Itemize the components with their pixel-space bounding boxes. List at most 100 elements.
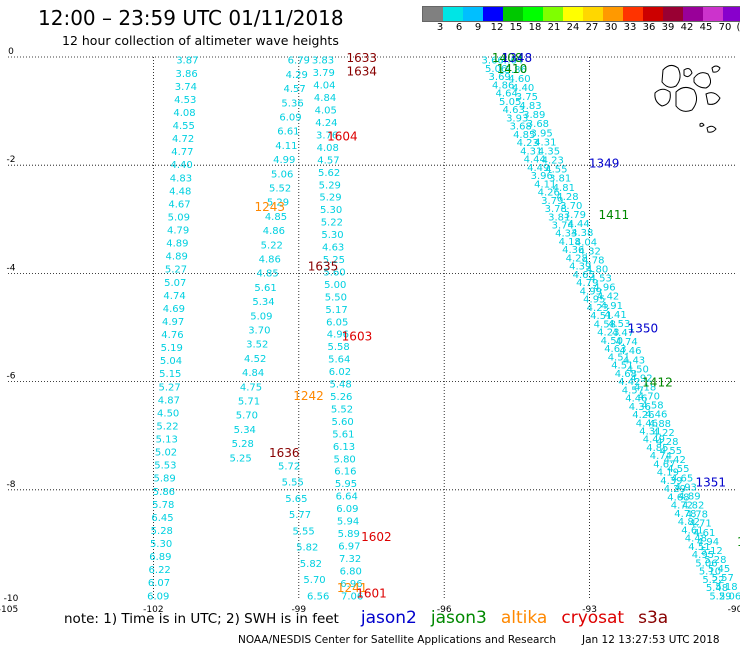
wave-height-value: 5.02	[155, 448, 177, 459]
color-swatch	[623, 7, 643, 21]
wave-height-value: 4.64	[496, 89, 518, 100]
wave-height-value: 4.83	[519, 101, 541, 112]
wave-height-value: 6.64	[336, 492, 358, 503]
y-tick-label: -2	[7, 155, 16, 165]
y-tick-label: 0	[8, 47, 14, 57]
color-swatch	[683, 7, 703, 21]
pass-time-label: 1243	[254, 200, 285, 214]
wave-height-value: 4.31	[534, 137, 556, 148]
wave-height-value: 3.76	[316, 130, 338, 141]
wave-height-value: 4.91	[601, 301, 623, 312]
color-scale-label: 15	[509, 22, 523, 33]
wave-height-value: 3.81	[548, 212, 570, 223]
wave-height-value: 4.85	[265, 212, 287, 223]
wave-height-value: 5.57	[712, 573, 734, 584]
wave-height-value: 4.44	[567, 219, 589, 230]
wave-height-value: 4.58	[641, 401, 663, 412]
wave-height-value: 4.87	[158, 395, 180, 406]
wave-height-value: 4.69	[163, 304, 185, 315]
wave-height-value: 5.48	[329, 380, 351, 391]
y-tick-label: -4	[7, 263, 16, 273]
wave-height-value: 4.89	[166, 239, 188, 250]
wave-height-value: 5.55	[282, 478, 304, 489]
wave-height-value: 5.52	[269, 184, 291, 195]
legend-jason2: jason2	[360, 608, 417, 628]
pass-time-label: 1408	[492, 51, 523, 65]
wave-height-value: 5.30	[321, 230, 343, 241]
wave-height-value: 4.55	[667, 464, 689, 475]
color-scale-label: 39	[661, 22, 675, 33]
wave-height-value: 4.46	[636, 418, 658, 429]
wave-height-value: 4.71	[689, 519, 711, 530]
wave-height-value: 4.31	[520, 146, 542, 157]
x-tick-label: -99	[291, 605, 306, 615]
wave-height-value: 3.79	[313, 68, 335, 79]
wave-height-value: 4.67	[168, 199, 190, 210]
wave-height-value: 3.70	[560, 201, 582, 212]
wave-height-value: 4.28	[556, 192, 578, 203]
wave-height-value: 4.40	[512, 83, 534, 94]
wave-height-value: 4.86	[259, 255, 281, 266]
x-tick-label: -93	[582, 605, 597, 615]
wave-height-value: 6.80	[340, 566, 362, 577]
wave-height-value: 4.18	[634, 383, 656, 394]
wave-height-value: 5.13	[156, 435, 178, 446]
wave-height-value: 4.46	[619, 346, 641, 357]
wave-height-value: 4.81	[553, 183, 575, 194]
color-swatch	[703, 7, 723, 21]
color-swatch	[563, 7, 583, 21]
wave-height-value: 7.32	[339, 554, 361, 565]
axis-labels: -105 -102 -99 -96 -93 -90 0 -2 -4 -6 -8 -10	[0, 47, 740, 615]
wave-height-value: 4.74	[616, 337, 638, 348]
wave-height-value: 7.06	[341, 591, 363, 602]
generated-timestamp: Jan 12 13:27:53 UTC 2018	[582, 634, 720, 646]
wave-height-value: 4.63	[604, 344, 626, 355]
wave-height-value: 5.09	[250, 311, 272, 322]
wave-height-value: 4.11	[534, 179, 556, 190]
color-scale-label: (ft)	[736, 22, 740, 33]
wave-height-value: 5.28	[232, 439, 254, 450]
wave-height-value: 4.42	[618, 377, 640, 388]
wave-height-value: 4.96	[593, 283, 615, 294]
wave-height-value: 4.85	[513, 130, 535, 141]
wave-height-value: 4.22	[652, 428, 674, 439]
color-scale-label: 18	[528, 22, 542, 33]
wave-height-value: 4.63	[503, 105, 525, 116]
y-tick-label: -8	[7, 480, 16, 490]
wave-height-value: 5.04	[160, 356, 182, 367]
wave-height-value: 4.39	[660, 476, 682, 487]
wave-height-value: 5.82	[296, 543, 318, 554]
legend-altika: altika	[500, 608, 548, 628]
legend-s3a: s3a	[638, 608, 669, 628]
wave-height-value: 3.83	[312, 56, 334, 67]
pass-time-label: 1351	[695, 476, 726, 490]
wave-height-value: 4.70	[638, 392, 660, 403]
wave-height-value: 5.10	[699, 567, 721, 578]
wave-height-value: 4.40	[171, 160, 193, 171]
pass-time-label: 1634	[347, 65, 378, 79]
wave-height-value: 4.11	[275, 141, 297, 152]
wave-height-value: 4.67	[653, 459, 675, 470]
wave-height-value: 4.61	[681, 525, 703, 536]
wave-height-value: 4.65	[671, 473, 693, 484]
wave-height-value: 4.57	[317, 155, 339, 166]
wave-height-value: 4.51	[611, 361, 633, 372]
wave-height-value: 4.47	[612, 328, 634, 339]
color-scale-label: 9	[474, 22, 482, 33]
wave-height-value: 4.84	[242, 368, 264, 379]
wave-height-value: 5.53	[154, 461, 176, 472]
wave-height-value: 4.79	[576, 278, 598, 289]
wave-height-value: 5.05	[499, 97, 521, 108]
wave-height-value: 3.74	[552, 221, 574, 232]
wave-height-value: 4.50	[627, 364, 649, 375]
wave-height-value: 4.85	[646, 443, 668, 454]
wave-height-value: 4.74	[650, 451, 672, 462]
wave-height-value: 4.95	[692, 550, 714, 561]
wave-height-value: 4.08	[317, 143, 339, 154]
wave-height-value: 4.92	[630, 373, 652, 384]
wave-height-value: 6.79	[288, 56, 310, 67]
wave-height-value: 4.93	[675, 482, 697, 493]
wave-height-value: 5.28	[704, 555, 726, 566]
wave-height-value: 3.87	[176, 56, 198, 67]
